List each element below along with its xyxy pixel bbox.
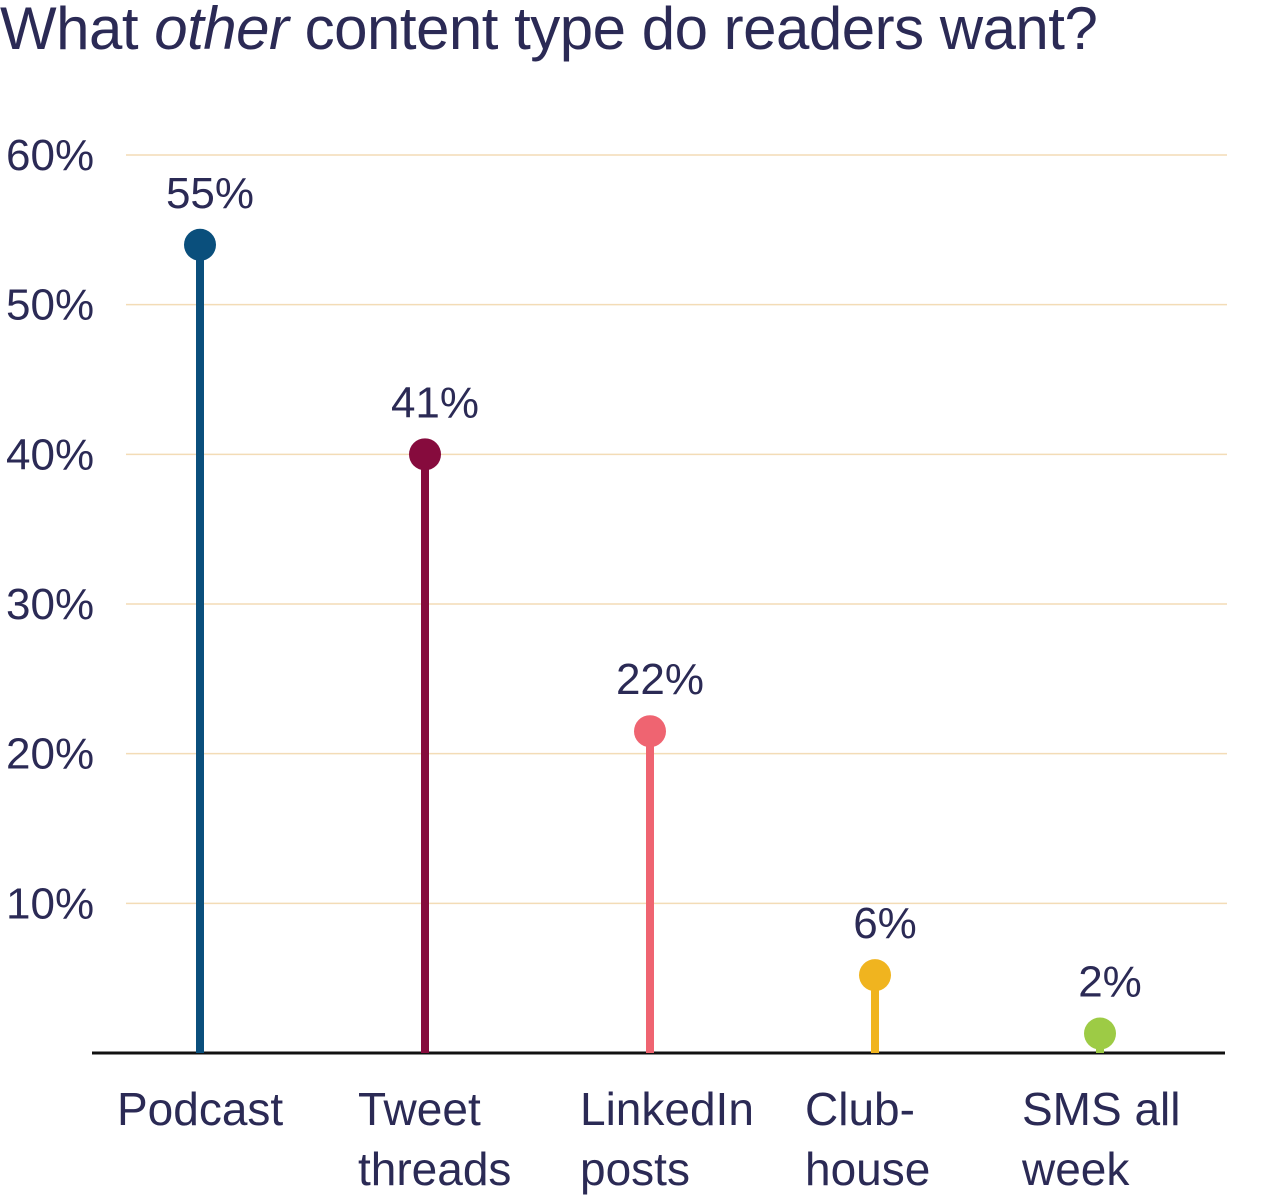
category-label: LinkedIn bbox=[580, 1083, 754, 1135]
y-tick-label: 10% bbox=[6, 879, 94, 928]
y-tick-label: 60% bbox=[6, 131, 94, 180]
y-tick-label: 20% bbox=[6, 730, 94, 779]
title-text-before: What bbox=[0, 0, 155, 62]
chart-title: What other content type do readers want? bbox=[0, 0, 1283, 64]
y-tick-label: 40% bbox=[6, 430, 94, 479]
y-tick-label: 50% bbox=[6, 281, 94, 330]
category-label: house bbox=[805, 1143, 930, 1195]
data-label: 22% bbox=[616, 655, 704, 704]
data-label: 41% bbox=[391, 378, 479, 427]
category-label: Tweet bbox=[358, 1083, 481, 1135]
category-label: Club- bbox=[805, 1083, 915, 1135]
category-label: week bbox=[1021, 1143, 1130, 1195]
data-label: 6% bbox=[853, 899, 917, 948]
lollipop-marker bbox=[184, 228, 216, 261]
category-label: posts bbox=[580, 1143, 690, 1195]
lollipop-marker bbox=[1084, 1017, 1116, 1050]
lollipop-marker bbox=[409, 438, 441, 471]
lollipop-marker bbox=[859, 959, 891, 992]
data-label: 2% bbox=[1078, 958, 1142, 1007]
y-tick-label: 30% bbox=[6, 580, 94, 629]
title-text-after: content type do readers want? bbox=[288, 0, 1098, 62]
category-label: threads bbox=[358, 1143, 511, 1195]
category-label: SMS all bbox=[1022, 1083, 1180, 1135]
title-text-emphasis: other bbox=[154, 0, 289, 62]
category-label: Podcast bbox=[117, 1083, 283, 1135]
data-label: 55% bbox=[166, 169, 254, 218]
lollipop-marker bbox=[634, 715, 666, 748]
